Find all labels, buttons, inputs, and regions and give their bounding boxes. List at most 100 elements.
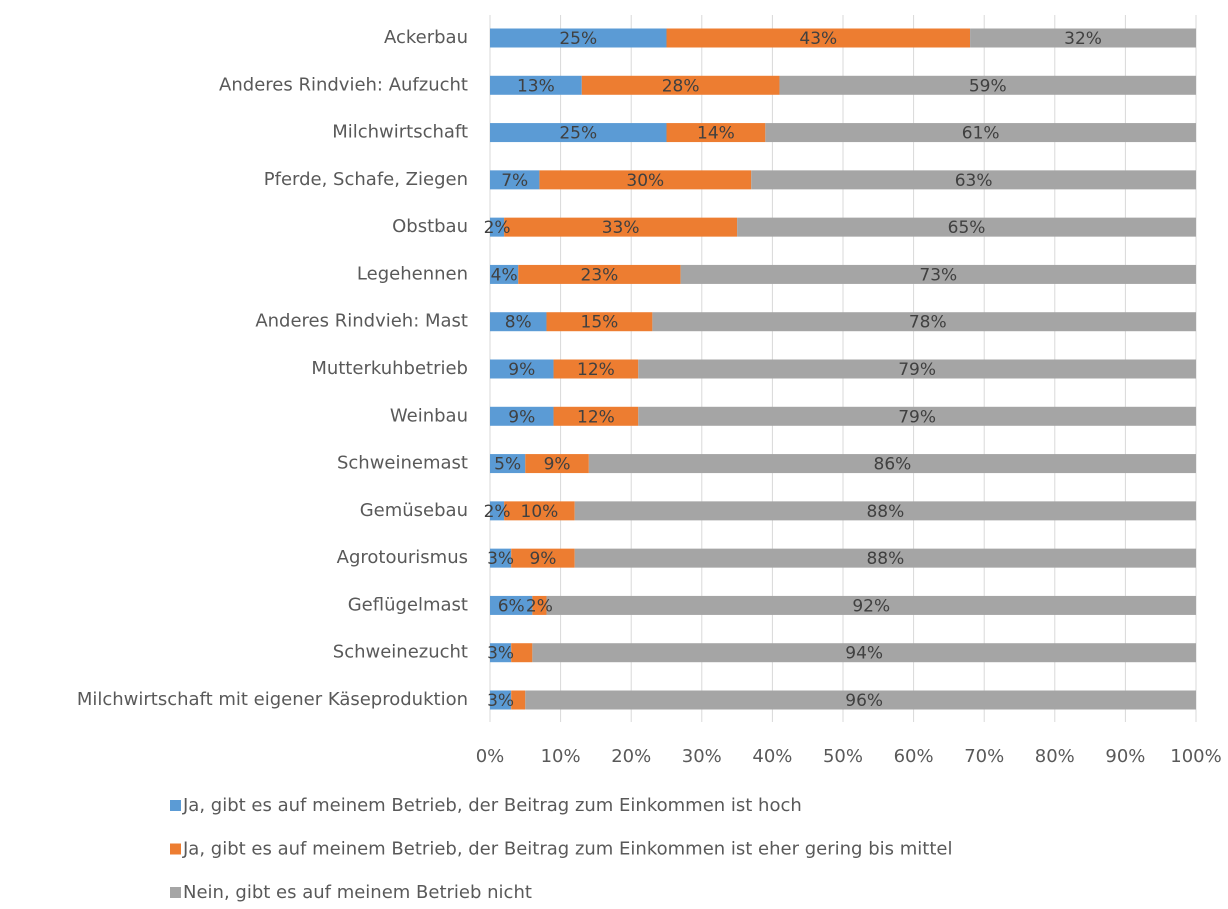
x-tick-label: 20% — [611, 746, 651, 767]
y-tick-label: Ackerbau — [384, 27, 468, 48]
bar-segment — [490, 312, 547, 332]
data-label: 9% — [529, 549, 556, 569]
legend-swatch — [170, 887, 181, 898]
y-tick-label: Pferde, Schafe, Ziegen — [264, 169, 468, 190]
bar-segment — [518, 264, 681, 284]
data-label: 88% — [866, 549, 904, 569]
bar-segment — [751, 170, 1196, 190]
bar-segment — [490, 406, 554, 426]
data-label: 4% — [491, 265, 518, 285]
bar-segment — [504, 217, 738, 237]
y-tick-label: Milchwirtschaft — [332, 122, 468, 143]
data-label: 43% — [799, 29, 837, 49]
bar-segment — [490, 454, 526, 474]
y-tick-label: Obstbau — [392, 216, 468, 237]
y-tick-label: Weinbau — [390, 405, 468, 426]
bar-segment — [504, 501, 575, 521]
legend-swatch — [170, 843, 181, 855]
y-tick-label: Legehennen — [357, 263, 468, 284]
bar-segment — [546, 595, 1196, 615]
x-tick-label: 40% — [752, 746, 792, 767]
bar-segment — [532, 595, 547, 615]
data-label: 15% — [581, 313, 619, 333]
data-label: 61% — [962, 124, 1000, 144]
data-label: 7% — [501, 171, 528, 191]
bar-segment — [546, 312, 653, 332]
bar-segment — [553, 406, 639, 426]
x-tick-label: 0% — [476, 746, 505, 767]
bar-segment — [490, 28, 667, 48]
bar-segment — [553, 359, 639, 379]
data-label: 5% — [494, 455, 521, 475]
data-label: 9% — [544, 455, 571, 475]
data-label: 28% — [662, 76, 700, 96]
data-label: 12% — [577, 407, 615, 427]
data-label: 92% — [852, 596, 890, 616]
bar-segment — [638, 359, 1196, 379]
bar-segment — [490, 217, 505, 237]
bar-segment — [970, 28, 1196, 48]
data-label: 25% — [559, 29, 597, 49]
bar-segment — [680, 264, 1196, 284]
legend-label: Ja, gibt es auf meinem Betrieb, der Beit… — [182, 795, 802, 816]
x-tick-label: 90% — [1105, 746, 1145, 767]
data-label: 3% — [487, 549, 514, 569]
y-tick-label: Gemüsebau — [360, 500, 468, 521]
bar-segment — [490, 75, 582, 95]
x-tick-label: 10% — [541, 746, 581, 767]
bar-segment — [539, 170, 752, 190]
x-tick-label: 30% — [682, 746, 722, 767]
y-tick-label: Schweinezucht — [333, 642, 468, 663]
data-label: 73% — [919, 265, 957, 285]
legend-swatch — [170, 800, 181, 811]
bar-segment — [574, 548, 1196, 568]
data-label: 2% — [526, 596, 553, 616]
bar-segment — [652, 312, 1196, 332]
data-label: 10% — [521, 502, 559, 522]
data-label: 3% — [487, 691, 514, 711]
bar-segment — [490, 264, 519, 284]
x-tick-label: 60% — [894, 746, 934, 767]
bar-segment — [666, 28, 971, 48]
bar-segment — [525, 690, 1196, 710]
bar-segment — [490, 359, 554, 379]
bar-segment — [765, 123, 1196, 143]
data-label: 30% — [626, 171, 664, 191]
x-tick-label: 100% — [1170, 746, 1221, 767]
y-tick-label: Agrotourismus — [337, 547, 468, 568]
x-tick-label: 50% — [823, 746, 863, 767]
data-label: 13% — [517, 76, 555, 96]
data-label: 86% — [874, 455, 912, 475]
bar-segment — [490, 548, 512, 568]
bar-segment — [532, 643, 1196, 663]
data-label: 63% — [955, 171, 993, 191]
data-label: 2% — [484, 218, 511, 238]
bar-segment — [490, 501, 505, 521]
bar-segment — [490, 170, 540, 190]
x-tick-label: 70% — [964, 746, 1004, 767]
bar-segment — [574, 501, 1196, 521]
data-label: 33% — [602, 218, 640, 238]
data-label: 94% — [845, 644, 883, 664]
data-label: 79% — [898, 407, 936, 427]
bar-segment — [511, 690, 526, 710]
data-label: 12% — [577, 360, 615, 380]
x-tick-label: 80% — [1035, 746, 1075, 767]
data-label: 25% — [559, 124, 597, 144]
y-tick-label: Schweinemast — [337, 453, 468, 474]
bar-segment — [588, 454, 1196, 474]
data-label: 9% — [508, 360, 535, 380]
bar-segment — [511, 643, 533, 663]
data-label: 8% — [505, 313, 532, 333]
y-tick-label: Anderes Rindvieh: Aufzucht — [219, 74, 468, 95]
data-label: 78% — [909, 313, 947, 333]
bar-segment — [525, 454, 589, 474]
bar-segment — [490, 643, 512, 663]
data-label: 96% — [845, 691, 883, 711]
data-label: 14% — [697, 124, 735, 144]
legend-label: Nein, gibt es auf meinem Betrieb nicht — [183, 882, 532, 903]
y-tick-label: Geflügelmast — [348, 594, 468, 615]
data-label: 3% — [487, 644, 514, 664]
bar-segment — [737, 217, 1196, 237]
